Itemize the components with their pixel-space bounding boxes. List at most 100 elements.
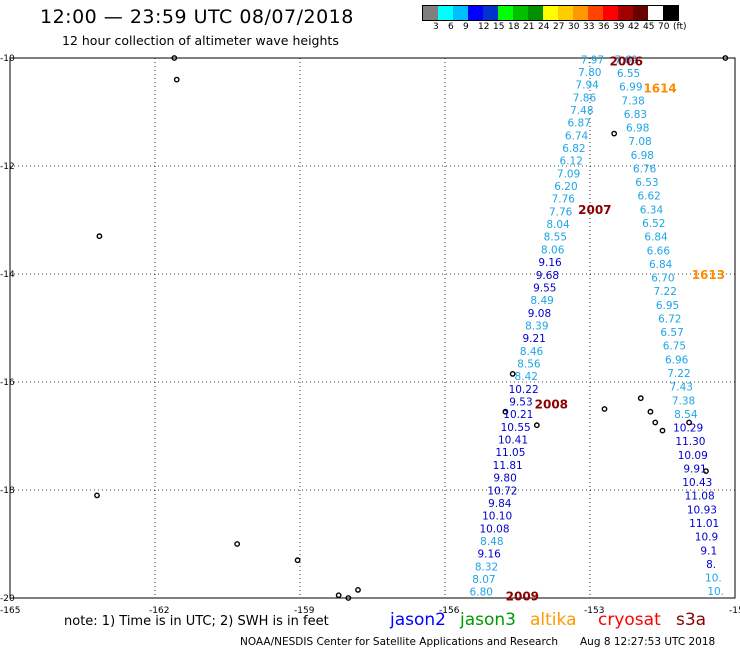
island-outline	[652, 419, 659, 426]
island-outline	[703, 468, 709, 474]
wave-height-value: 6.99	[619, 82, 642, 94]
y-tick-label: -20	[0, 594, 15, 604]
x-tick-label: -159	[294, 606, 315, 616]
wave-height-value: 10.21	[503, 409, 533, 421]
wave-height-value: 9.53	[509, 397, 532, 409]
wave-height-value: 6.75	[663, 341, 686, 353]
credit-line: NOAA/NESDIS Center for Satellite Applica…	[240, 636, 558, 648]
wave-height-value: 7.09	[557, 168, 580, 180]
wave-height-value: 6.82	[562, 143, 585, 155]
color-swatch	[618, 6, 633, 20]
color-scale-label: 30	[568, 22, 580, 32]
wave-height-value: 10.22	[509, 384, 539, 396]
wave-height-value: 6.57	[660, 327, 683, 339]
y-tick-label: -18	[0, 486, 15, 496]
island-outline	[355, 587, 361, 593]
wave-height-value: 6.53	[635, 177, 658, 189]
wave-height-value: 6.72	[658, 313, 681, 325]
wave-height-value: 6.84	[649, 259, 673, 271]
plot-frame	[9, 57, 736, 599]
island-outline	[611, 130, 618, 137]
wave-height-value: 8.55	[544, 232, 567, 244]
wave-height-value: 8.54	[674, 409, 698, 421]
wave-height-value: 11.81	[493, 460, 523, 472]
color-scale-label: 18	[508, 22, 520, 32]
color-swatch	[483, 6, 498, 20]
wave-height-value: 6.95	[656, 300, 679, 312]
x-tick-label: -156	[439, 606, 460, 616]
color-swatch	[573, 6, 588, 20]
wave-height-value: 8.46	[520, 346, 544, 358]
wave-height-value: 10.55	[501, 422, 531, 434]
wave-height-value: 6.80	[470, 587, 493, 599]
color-scale-label: 45	[643, 22, 655, 32]
wave-height-value: 7.38	[621, 95, 644, 107]
wave-height-value: 7.22	[654, 286, 677, 298]
wave-height-value: 8.04	[546, 219, 570, 231]
color-scale-label: 36	[598, 22, 610, 32]
map-title: 12:00 — 23:59 UTC 08/07/2018	[40, 6, 354, 28]
wave-height-value: 8.39	[525, 320, 548, 332]
color-scale-label: 15	[493, 22, 505, 32]
wave-height-value: 6.74	[565, 130, 589, 142]
wave-height-value: 10.10	[482, 511, 512, 523]
wave-height-value: 8.32	[475, 561, 498, 573]
wave-height-value: 9.21	[522, 333, 545, 345]
y-tick-label: -10	[0, 54, 15, 64]
x-tick-label: -153	[584, 606, 604, 616]
color-swatch	[528, 6, 543, 20]
color-scale-label: 39	[613, 22, 625, 32]
wave-height-value: 10.	[705, 573, 722, 585]
wave-height-value: 6.76	[633, 163, 657, 175]
color-scale-label: 9	[463, 22, 469, 32]
color-scale-label: 33	[583, 22, 595, 32]
wave-height-value: 8.	[706, 559, 716, 571]
wave-height-value: 10.9	[695, 532, 718, 544]
wave-height-value: 7.38	[672, 395, 695, 407]
wave-height-value: 10.29	[673, 423, 703, 435]
wave-height-value: 11.01	[689, 518, 719, 530]
wave-height-value: 10.41	[498, 435, 528, 447]
wave-height-value: 7.22	[667, 368, 690, 380]
wave-height-value: 9.08	[528, 308, 551, 320]
color-scale-label: (ft)	[673, 22, 687, 32]
generated-timestamp: Aug 8 12:27:53 UTC 2018	[580, 636, 716, 648]
wave-height-value: 7.69	[615, 54, 638, 66]
wave-height-value: 11.05	[495, 447, 525, 459]
color-scale-label: 70	[658, 22, 670, 32]
color-scale-label: 12	[478, 22, 490, 32]
wave-height-value: 7.94	[575, 80, 599, 92]
legend-s3a: s3a	[676, 610, 707, 630]
island-outline	[686, 419, 692, 426]
wave-height-value: 6.12	[560, 156, 583, 168]
island-outline	[294, 557, 301, 564]
color-swatch	[558, 6, 573, 20]
wave-height-value: 6.70	[651, 273, 674, 285]
island-outline	[601, 406, 608, 412]
wave-height-value: 6.87	[567, 118, 590, 130]
wave-height-value: 7.76	[549, 206, 573, 218]
island-outline	[509, 370, 516, 377]
wave-height-value: 7.43	[670, 382, 693, 394]
wave-height-value: 7.80	[578, 67, 601, 79]
wave-height-value: 6.20	[554, 181, 577, 193]
wave-height-value: 7.86	[573, 92, 597, 104]
legend-cryosat: cryosat	[598, 610, 661, 630]
wave-height-value: 9.55	[533, 282, 556, 294]
wave-height-value: 8.48	[480, 536, 503, 548]
island-outline	[335, 592, 342, 599]
color-scale-label: 21	[523, 22, 535, 32]
wave-height-value: 9.16	[477, 549, 501, 561]
wave-height-value: 8.06	[541, 244, 565, 256]
pass-number-label: 2006	[610, 55, 643, 69]
wave-height-value: 10.43	[682, 477, 712, 489]
wave-height-value: 6.66	[647, 245, 671, 257]
x-tick-label: -165	[0, 606, 20, 616]
y-tick-label: -12	[0, 162, 15, 172]
footer-note: note: 1) Time is in UTC; 2) SWH is in fe…	[64, 614, 329, 629]
island-outline	[502, 408, 509, 415]
pass-number-label: 2007	[578, 203, 611, 217]
island-outline	[659, 427, 666, 434]
island-outline	[637, 395, 644, 402]
